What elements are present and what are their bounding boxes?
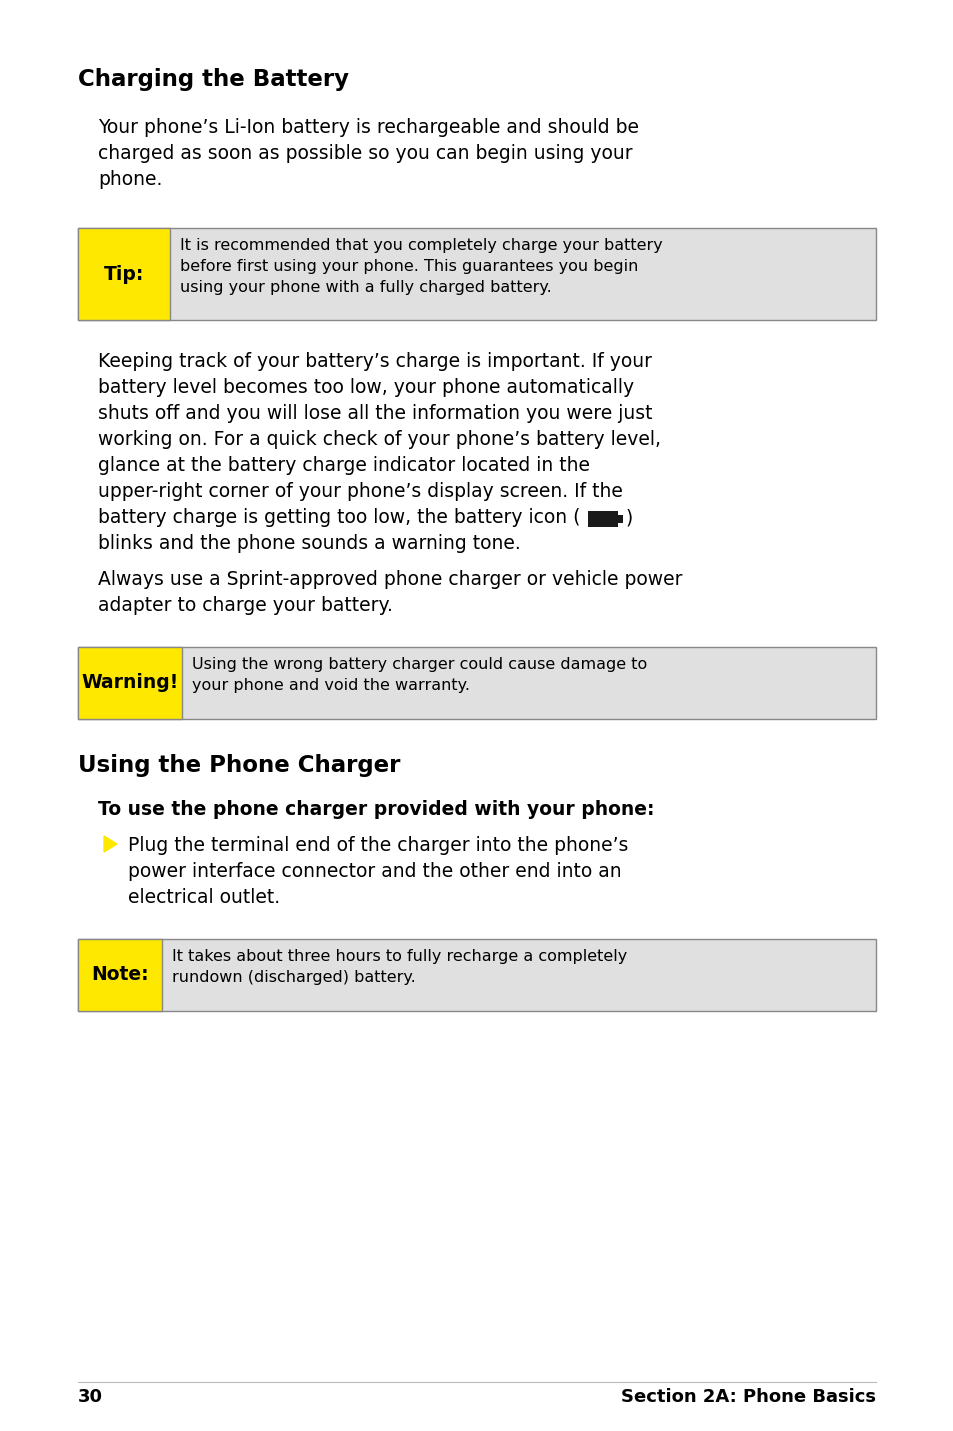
Text: Charging the Battery: Charging the Battery: [78, 69, 349, 92]
Text: blinks and the phone sounds a warning tone.: blinks and the phone sounds a warning to…: [98, 534, 520, 552]
Bar: [618, 515, 622, 522]
Text: Using the wrong battery charger could cause damage to
your phone and void the wa: Using the wrong battery charger could ca…: [192, 657, 646, 693]
Text: Warning!: Warning!: [81, 674, 178, 693]
Text: ): ): [625, 508, 633, 527]
Text: Keeping track of your battery’s charge is important. If your: Keeping track of your battery’s charge i…: [98, 352, 651, 371]
Text: phone.: phone.: [98, 170, 162, 189]
Text: charged as soon as possible so you can begin using your: charged as soon as possible so you can b…: [98, 145, 632, 163]
Polygon shape: [104, 836, 117, 851]
Text: upper-right corner of your phone’s display screen. If the: upper-right corner of your phone’s displ…: [98, 482, 622, 501]
Text: Tip:: Tip:: [104, 265, 144, 283]
Text: It takes about three hours to fully recharge a completely
rundown (discharged) b: It takes about three hours to fully rech…: [172, 949, 626, 985]
Text: Section 2A: Phone Basics: Section 2A: Phone Basics: [620, 1388, 875, 1407]
Bar: [78, 228, 170, 321]
Text: adapter to charge your battery.: adapter to charge your battery.: [98, 595, 393, 615]
Text: Always use a Sprint-approved phone charger or vehicle power: Always use a Sprint-approved phone charg…: [98, 570, 681, 590]
Text: 30: 30: [78, 1388, 103, 1407]
Bar: [78, 939, 162, 1010]
Text: electrical outlet.: electrical outlet.: [128, 889, 280, 907]
Text: working on. For a quick check of your phone’s battery level,: working on. For a quick check of your ph…: [98, 429, 660, 449]
Text: shuts off and you will lose all the information you were just: shuts off and you will lose all the info…: [98, 404, 652, 424]
Bar: [78, 647, 875, 718]
Text: battery level becomes too low, your phone automatically: battery level becomes too low, your phon…: [98, 378, 634, 396]
Bar: [78, 228, 875, 321]
Text: glance at the battery charge indicator located in the: glance at the battery charge indicator l…: [98, 456, 589, 475]
Bar: [78, 939, 875, 1010]
Text: To use the phone charger provided with your phone:: To use the phone charger provided with y…: [98, 800, 654, 819]
Text: Your phone’s Li-Ion battery is rechargeable and should be: Your phone’s Li-Ion battery is rechargea…: [98, 117, 639, 137]
Text: Using the Phone Charger: Using the Phone Charger: [78, 754, 400, 777]
Text: It is recommended that you completely charge your battery
before first using you: It is recommended that you completely ch…: [180, 238, 662, 295]
Text: Note:: Note:: [91, 966, 149, 985]
Text: battery charge is getting too low, the battery icon (: battery charge is getting too low, the b…: [98, 508, 579, 527]
Bar: [78, 647, 182, 718]
Text: power interface connector and the other end into an: power interface connector and the other …: [128, 861, 621, 881]
Text: Plug the terminal end of the charger into the phone’s: Plug the terminal end of the charger int…: [128, 836, 628, 854]
Bar: [587, 511, 618, 527]
